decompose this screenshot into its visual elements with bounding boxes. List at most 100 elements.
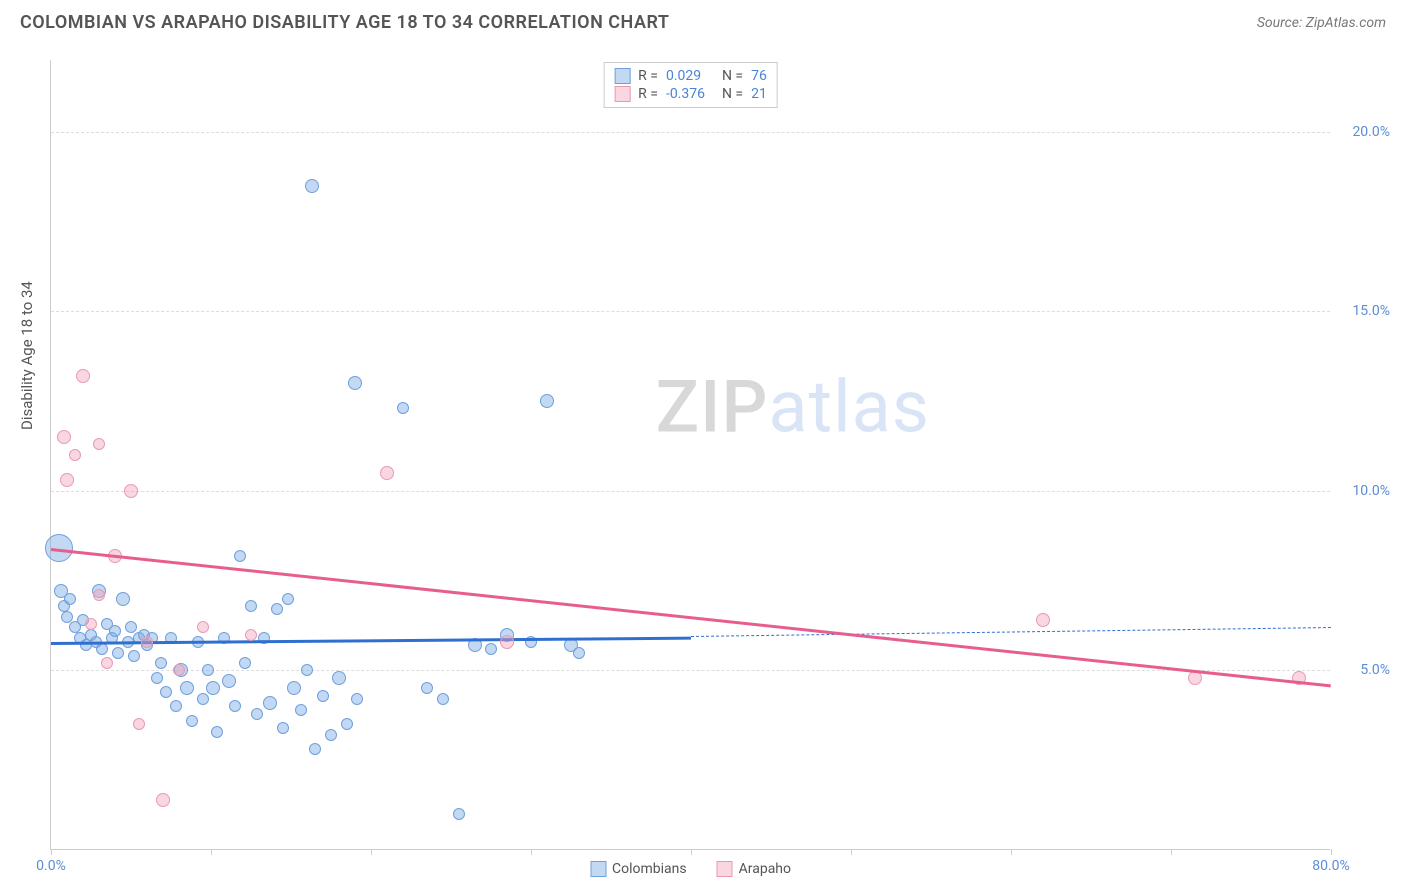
x-tick-mark xyxy=(1011,849,1012,855)
data-point-colombians xyxy=(109,625,121,637)
data-point-colombians xyxy=(96,643,108,655)
gridline-h xyxy=(51,670,1330,671)
x-tick-label: 80.0% xyxy=(1312,858,1350,874)
data-point-colombians xyxy=(325,729,337,741)
gridline-h xyxy=(51,491,1330,492)
data-point-arapaho xyxy=(245,629,257,641)
data-point-colombians xyxy=(234,550,246,562)
data-point-colombians xyxy=(317,690,329,702)
x-tick-mark xyxy=(531,849,532,855)
data-point-colombians xyxy=(112,647,124,659)
y-tick-label: 5.0% xyxy=(1335,662,1390,678)
data-point-colombians xyxy=(245,600,257,612)
data-point-colombians xyxy=(540,394,554,408)
data-point-arapaho xyxy=(141,636,153,648)
chart-header: COLOMBIAN VS ARAPAHO DISABILITY AGE 18 T… xyxy=(0,0,1406,41)
plot-region: ZIPatlas R =0.029N =76R =-0.376N =21 Col… xyxy=(50,60,1330,850)
legend-n-value: 21 xyxy=(751,86,767,102)
data-point-arapaho xyxy=(76,369,90,383)
data-point-colombians xyxy=(341,718,353,730)
data-point-colombians xyxy=(437,693,449,705)
data-point-arapaho xyxy=(101,657,113,669)
legend-r-label: R = xyxy=(638,68,658,84)
data-point-arapaho xyxy=(1036,613,1050,627)
legend-n-label: N = xyxy=(722,68,743,84)
data-point-colombians xyxy=(301,664,313,676)
data-point-colombians xyxy=(351,693,363,705)
data-point-arapaho xyxy=(60,473,74,487)
data-point-colombians xyxy=(116,592,130,606)
data-point-colombians xyxy=(277,722,289,734)
data-point-colombians xyxy=(305,179,319,193)
data-point-arapaho xyxy=(69,449,81,461)
legend-swatch xyxy=(614,86,630,102)
data-point-colombians xyxy=(309,743,321,755)
gridline-h xyxy=(51,311,1330,312)
data-point-colombians xyxy=(160,686,172,698)
watermark: ZIPatlas xyxy=(656,365,930,450)
legend-r-label: R = xyxy=(638,86,658,102)
data-point-arapaho xyxy=(133,718,145,730)
legend-r-value: 0.029 xyxy=(666,68,714,84)
x-tick-mark xyxy=(371,849,372,855)
legend-swatch xyxy=(590,861,606,877)
data-point-colombians xyxy=(64,593,76,605)
data-point-colombians xyxy=(180,681,194,695)
data-point-colombians xyxy=(239,657,251,669)
data-point-arapaho xyxy=(173,664,185,676)
legend-swatch xyxy=(717,861,733,877)
data-point-arapaho xyxy=(500,635,514,649)
legend-r-value: -0.376 xyxy=(666,86,714,102)
data-point-colombians xyxy=(61,611,73,623)
data-point-colombians xyxy=(332,671,346,685)
series-legend: Colombians Arapaho xyxy=(590,861,791,877)
y-tick-label: 15.0% xyxy=(1335,303,1390,319)
legend-label: Arapaho xyxy=(739,861,791,877)
legend-label: Colombians xyxy=(612,861,687,877)
data-point-colombians xyxy=(271,603,283,615)
data-point-arapaho xyxy=(93,589,105,601)
data-point-colombians xyxy=(125,621,137,633)
data-point-arapaho xyxy=(93,438,105,450)
x-tick-mark xyxy=(1171,849,1172,855)
data-point-colombians xyxy=(485,643,497,655)
legend-item-arapaho: Arapaho xyxy=(717,861,791,877)
data-point-colombians xyxy=(251,708,263,720)
correlation-legend: R =0.029N =76R =-0.376N =21 xyxy=(603,62,778,108)
data-point-colombians xyxy=(186,715,198,727)
gridline-h xyxy=(51,132,1330,133)
data-point-colombians xyxy=(211,726,223,738)
data-point-colombians xyxy=(282,593,294,605)
x-tick-mark xyxy=(211,849,212,855)
legend-n-value: 76 xyxy=(751,68,767,84)
data-point-arapaho xyxy=(85,618,97,630)
data-point-colombians xyxy=(222,674,236,688)
chart-source: Source: ZipAtlas.com xyxy=(1257,15,1386,31)
data-point-colombians xyxy=(197,693,209,705)
x-tick-mark xyxy=(51,849,52,855)
data-point-colombians xyxy=(151,672,163,684)
y-axis-label: Disability Age 18 to 34 xyxy=(18,281,36,430)
data-point-colombians xyxy=(128,650,140,662)
data-point-colombians xyxy=(295,704,307,716)
x-tick-mark xyxy=(691,849,692,855)
data-point-colombians xyxy=(573,647,585,659)
y-tick-label: 10.0% xyxy=(1335,483,1390,499)
data-point-arapaho xyxy=(156,793,170,807)
data-point-colombians xyxy=(206,681,220,695)
data-point-colombians xyxy=(229,700,241,712)
legend-item-colombians: Colombians xyxy=(590,861,687,877)
data-point-arapaho xyxy=(57,430,71,444)
data-point-colombians xyxy=(202,664,214,676)
chart-area: ZIPatlas R =0.029N =76R =-0.376N =21 Col… xyxy=(50,60,1390,850)
x-tick-label: 0.0% xyxy=(36,858,66,874)
chart-title: COLOMBIAN VS ARAPAHO DISABILITY AGE 18 T… xyxy=(20,12,669,33)
y-tick-label: 20.0% xyxy=(1335,124,1390,140)
data-point-colombians xyxy=(348,376,362,390)
data-point-colombians xyxy=(453,808,465,820)
legend-row-arapaho: R =-0.376N =21 xyxy=(614,85,767,103)
data-point-colombians xyxy=(170,700,182,712)
data-point-colombians xyxy=(263,696,277,710)
data-point-colombians xyxy=(155,657,167,669)
x-tick-mark xyxy=(851,849,852,855)
